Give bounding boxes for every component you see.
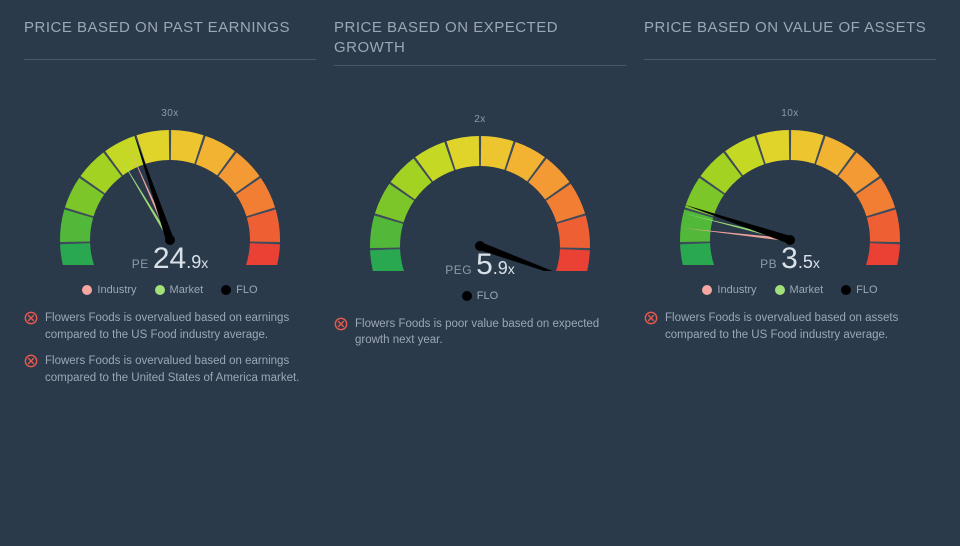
legend-dot-icon [221, 285, 231, 295]
legend-label: Industry [97, 284, 136, 296]
note-item: Flowers Foods is overvalued based on ass… [644, 310, 926, 343]
fail-icon [24, 354, 38, 368]
gauge-chart: 0x10x20x [644, 90, 936, 270]
legend-label: Market [170, 284, 204, 296]
note-text: Flowers Foods is poor value based on exp… [355, 316, 616, 349]
legend-item-flo: FLO [841, 284, 877, 296]
svg-text:2x: 2x [474, 114, 486, 125]
legend-item-flo: FLO [221, 284, 257, 296]
gauge-chart: 0x30x60x [24, 90, 316, 270]
fail-icon [334, 317, 348, 331]
legend-item-industry: Industry [702, 284, 756, 296]
legend-dot-icon [702, 285, 712, 295]
legend-label: Market [790, 284, 824, 296]
notes-list: Flowers Foods is poor value based on exp… [334, 316, 626, 349]
legend: Industry Market FLO [644, 284, 936, 296]
legend-label: Industry [717, 284, 756, 296]
legend-label: FLO [236, 284, 257, 296]
legend-label: FLO [856, 284, 877, 296]
legend-dot-icon [462, 291, 472, 301]
panel-title: PRICE BASED ON EXPECTED GROWTH [334, 18, 626, 66]
note-text: Flowers Foods is overvalued based on ear… [45, 353, 306, 386]
legend-item-market: Market [155, 284, 204, 296]
legend-dot-icon [155, 285, 165, 295]
valuation-panel: PRICE BASED ON PAST EARNINGS0x30x60xPE24… [24, 18, 316, 387]
note-item: Flowers Foods is overvalued based on ear… [24, 353, 306, 386]
legend-dot-icon [775, 285, 785, 295]
legend-item-market: Market [775, 284, 824, 296]
svg-text:30x: 30x [161, 108, 179, 119]
fail-icon [24, 311, 38, 325]
fail-icon [644, 311, 658, 325]
note-item: Flowers Foods is overvalued based on ear… [24, 310, 306, 343]
panel-title: PRICE BASED ON VALUE OF ASSETS [644, 18, 936, 60]
note-text: Flowers Foods is overvalued based on ass… [665, 310, 926, 343]
gauge-chart: 0x2x4x [334, 96, 626, 276]
legend-dot-icon [82, 285, 92, 295]
notes-list: Flowers Foods is overvalued based on ass… [644, 310, 936, 343]
legend-item-industry: Industry [82, 284, 136, 296]
note-item: Flowers Foods is poor value based on exp… [334, 316, 616, 349]
note-text: Flowers Foods is overvalued based on ear… [45, 310, 306, 343]
legend-item-flo: FLO [462, 290, 498, 302]
legend-dot-icon [841, 285, 851, 295]
valuation-panel: PRICE BASED ON EXPECTED GROWTH0x2x4xPEG5… [334, 18, 626, 387]
legend-label: FLO [477, 290, 498, 302]
notes-list: Flowers Foods is overvalued based on ear… [24, 310, 316, 387]
valuation-panel: PRICE BASED ON VALUE OF ASSETS0x10x20xPB… [644, 18, 936, 387]
legend: FLO [334, 290, 626, 302]
panel-title: PRICE BASED ON PAST EARNINGS [24, 18, 316, 60]
svg-text:10x: 10x [781, 108, 799, 119]
legend: Industry Market FLO [24, 284, 316, 296]
